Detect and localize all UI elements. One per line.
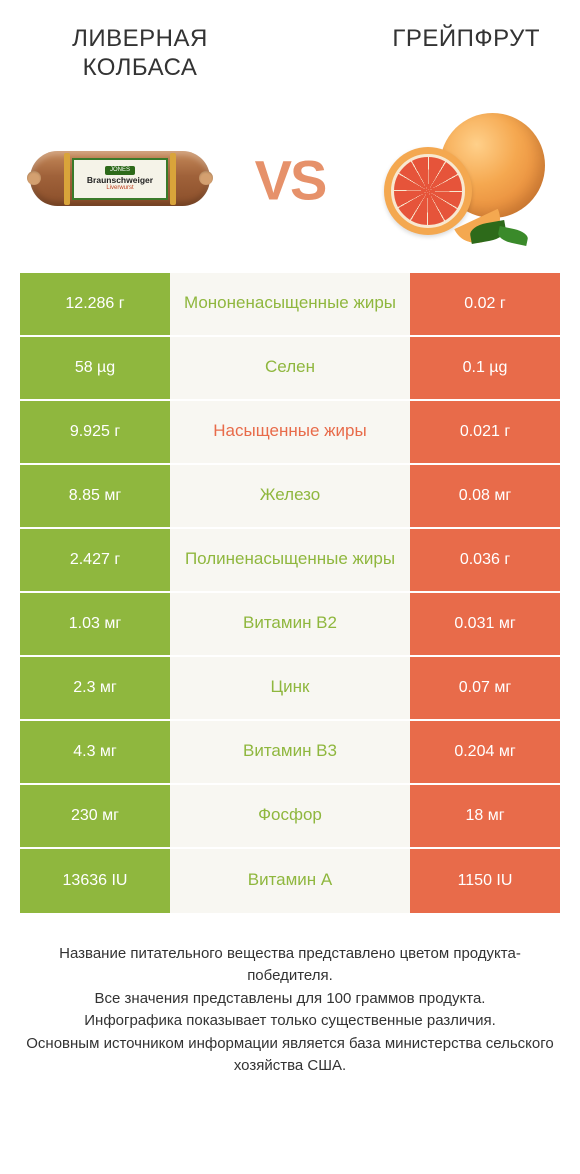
table-row: 13636 IUВитамин A1150 IU bbox=[20, 849, 560, 913]
sausage-sub-text: Liverwurst bbox=[106, 185, 133, 191]
nutrient-name-cell: Селен bbox=[170, 337, 410, 399]
header: ЛИВЕРНАЯКОЛБАСА ГРЕЙПФРУТ bbox=[0, 0, 580, 93]
right-product-title: ГРЕЙПФРУТ bbox=[340, 25, 540, 83]
right-value-cell: 0.204 мг bbox=[410, 721, 560, 783]
left-value-cell: 12.286 г bbox=[20, 273, 170, 335]
footer-line-4: Основным источником информации является … bbox=[20, 1033, 560, 1078]
vs-label: VS bbox=[255, 147, 326, 212]
footer-notes: Название питательного вещества представл… bbox=[0, 913, 580, 1078]
right-value-cell: 18 мг bbox=[410, 785, 560, 847]
sausage-label: JONES Braunschweiger Liverwurst bbox=[72, 158, 168, 200]
right-value-cell: 0.02 г bbox=[410, 273, 560, 335]
grapefruit-leaf-2 bbox=[497, 226, 529, 246]
table-row: 4.3 мгВитамин B30.204 мг bbox=[20, 721, 560, 785]
table-row: 230 мгФосфор18 мг bbox=[20, 785, 560, 849]
nutrient-name-cell: Витамин A bbox=[170, 849, 410, 913]
left-value-cell: 1.03 мг bbox=[20, 593, 170, 655]
grapefruit-half bbox=[384, 147, 472, 235]
liverwurst-image: JONES Braunschweiger Liverwurst bbox=[30, 143, 210, 213]
table-row: 2.427 гПолиненасыщенные жиры0.036 г bbox=[20, 529, 560, 593]
nutrient-name-cell: Витамин B2 bbox=[170, 593, 410, 655]
right-value-cell: 0.036 г bbox=[410, 529, 560, 591]
left-value-cell: 2.3 мг bbox=[20, 657, 170, 719]
table-row: 58 µgСелен0.1 µg bbox=[20, 337, 560, 401]
footer-line-2: Все значения представлены для 100 граммо… bbox=[20, 988, 560, 1011]
footer-line-1: Название питательного вещества представл… bbox=[20, 943, 560, 988]
left-value-cell: 13636 IU bbox=[20, 849, 170, 913]
sausage-tie-left bbox=[27, 171, 41, 185]
left-value-cell: 9.925 г bbox=[20, 401, 170, 463]
right-value-cell: 0.021 г bbox=[410, 401, 560, 463]
left-product-title: ЛИВЕРНАЯКОЛБАСА bbox=[40, 25, 240, 83]
nutrient-name-cell: Фосфор bbox=[170, 785, 410, 847]
left-value-cell: 8.85 мг bbox=[20, 465, 170, 527]
left-value-cell: 230 мг bbox=[20, 785, 170, 847]
right-value-cell: 0.08 мг bbox=[410, 465, 560, 527]
sausage-band-right bbox=[170, 153, 176, 205]
left-value-cell: 58 µg bbox=[20, 337, 170, 399]
left-value-cell: 2.427 г bbox=[20, 529, 170, 591]
sausage-tie-right bbox=[199, 171, 213, 185]
sausage-brand: JONES bbox=[105, 166, 135, 174]
right-value-cell: 0.1 µg bbox=[410, 337, 560, 399]
product-images-row: JONES Braunschweiger Liverwurst VS bbox=[0, 93, 580, 273]
nutrient-name-cell: Цинк bbox=[170, 657, 410, 719]
table-row: 9.925 гНасыщенные жиры0.021 г bbox=[20, 401, 560, 465]
nutrient-name-cell: Мононенасыщенные жиры bbox=[170, 273, 410, 335]
sausage-band-left bbox=[64, 153, 70, 205]
right-value-cell: 0.031 мг bbox=[410, 593, 560, 655]
table-row: 1.03 мгВитамин B20.031 мг bbox=[20, 593, 560, 657]
footer-line-3: Инфографика показывает только существенн… bbox=[20, 1010, 560, 1033]
grapefruit-image bbox=[380, 113, 550, 243]
table-row: 12.286 гМононенасыщенные жиры0.02 г bbox=[20, 273, 560, 337]
nutrient-name-cell: Насыщенные жиры bbox=[170, 401, 410, 463]
nutrient-name-cell: Витамин B3 bbox=[170, 721, 410, 783]
table-row: 8.85 мгЖелезо0.08 мг bbox=[20, 465, 560, 529]
nutrient-name-cell: Железо bbox=[170, 465, 410, 527]
comparison-table: 12.286 гМононенасыщенные жиры0.02 г58 µg… bbox=[20, 273, 560, 913]
grapefruit-flesh bbox=[391, 154, 465, 228]
table-row: 2.3 мгЦинк0.07 мг bbox=[20, 657, 560, 721]
left-value-cell: 4.3 мг bbox=[20, 721, 170, 783]
nutrient-name-cell: Полиненасыщенные жиры bbox=[170, 529, 410, 591]
right-value-cell: 1150 IU bbox=[410, 849, 560, 913]
right-value-cell: 0.07 мг bbox=[410, 657, 560, 719]
sausage-main-text: Braunschweiger bbox=[87, 176, 153, 185]
